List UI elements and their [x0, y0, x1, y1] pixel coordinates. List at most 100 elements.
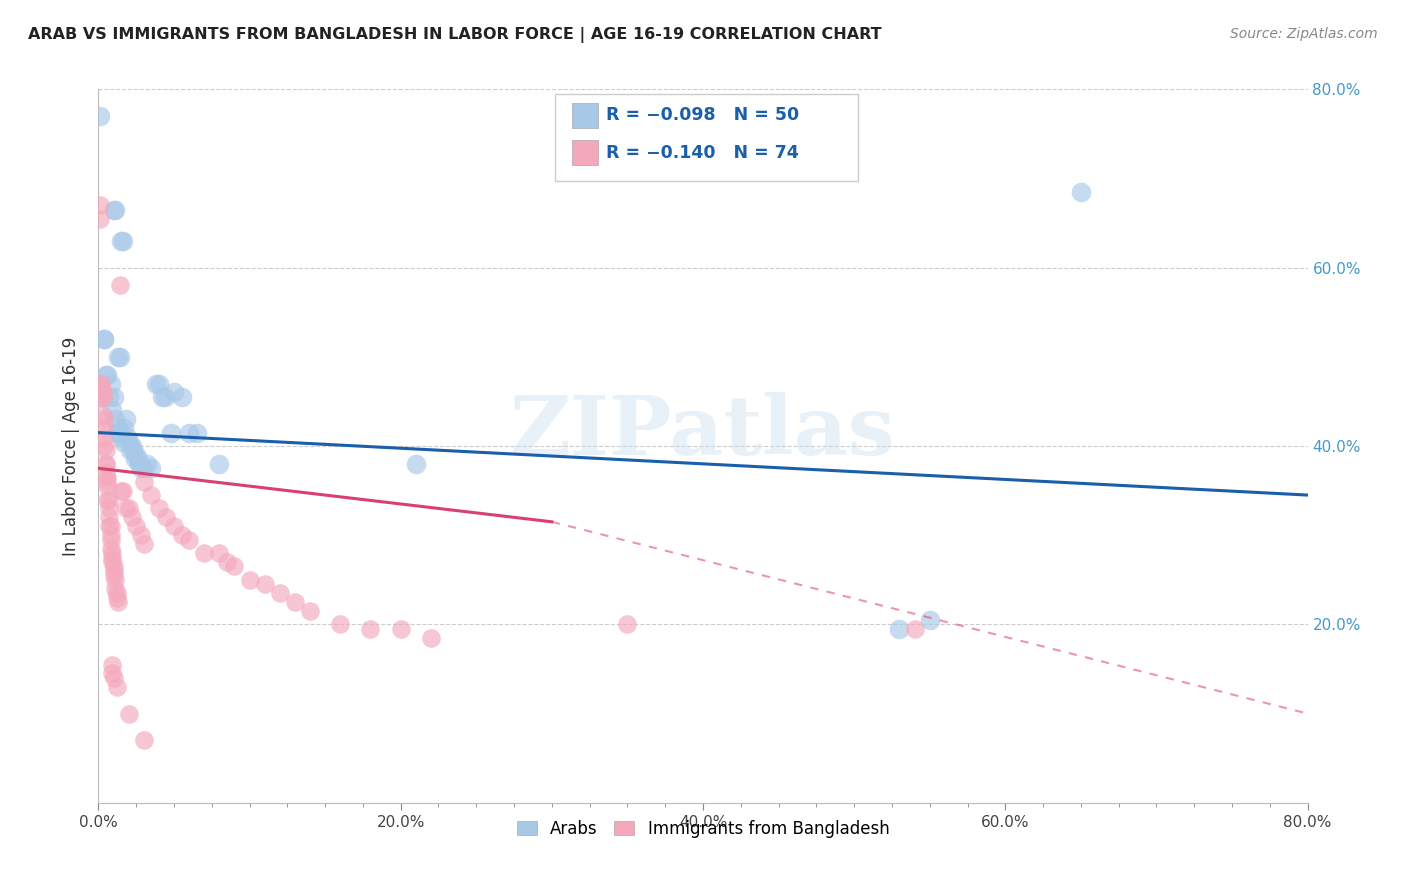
Text: Source: ZipAtlas.com: Source: ZipAtlas.com: [1230, 27, 1378, 41]
Point: [616, 617, 638, 632]
Point: [148, 501, 170, 516]
Point: [94, 466, 117, 480]
Point: [93, 332, 115, 346]
Point: [96, 475, 118, 489]
Point: [193, 546, 215, 560]
Point: [105, 586, 128, 600]
Point: [128, 457, 150, 471]
Point: [115, 430, 138, 444]
Point: [215, 555, 238, 569]
Point: [132, 537, 155, 551]
Point: [299, 604, 322, 618]
Point: [94, 457, 117, 471]
Text: R = −0.140   N = 74: R = −0.140 N = 74: [606, 144, 799, 161]
Point: [93, 430, 115, 444]
Point: [105, 425, 128, 440]
Point: [98, 519, 121, 533]
Point: [145, 376, 167, 391]
Point: [93, 421, 115, 435]
Point: [111, 434, 134, 449]
Point: [121, 510, 143, 524]
Point: [132, 461, 155, 475]
Point: [91, 385, 114, 400]
Point: [105, 680, 128, 694]
Point: [93, 412, 115, 426]
Point: [269, 586, 291, 600]
Point: [141, 488, 163, 502]
Point: [90, 390, 112, 404]
Text: R = −0.098   N = 50: R = −0.098 N = 50: [606, 106, 799, 124]
Point: [100, 541, 122, 556]
Point: [98, 492, 121, 507]
Point: [150, 390, 173, 404]
Point: [121, 439, 143, 453]
Point: [100, 528, 122, 542]
Point: [153, 390, 176, 404]
Point: [132, 733, 155, 747]
Point: [135, 457, 157, 471]
Point: [100, 533, 122, 547]
Point: [103, 559, 125, 574]
Point: [284, 595, 307, 609]
Point: [125, 519, 148, 533]
Point: [253, 577, 276, 591]
Point: [103, 671, 125, 685]
Point: [96, 470, 118, 484]
Point: [110, 234, 132, 248]
Point: [103, 564, 125, 578]
Text: ZIPatlas: ZIPatlas: [510, 392, 896, 472]
Point: [100, 376, 122, 391]
Point: [101, 657, 124, 672]
Point: [103, 390, 125, 404]
Point: [155, 510, 177, 524]
Point: [170, 528, 193, 542]
Point: [118, 501, 141, 516]
Point: [208, 546, 231, 560]
Point: [148, 376, 170, 391]
Point: [89, 109, 111, 123]
Point: [110, 430, 132, 444]
Point: [107, 421, 129, 435]
Point: [118, 434, 141, 449]
Point: [103, 202, 125, 217]
Point: [96, 368, 118, 382]
Point: [96, 479, 118, 493]
Point: [104, 582, 127, 596]
Point: [101, 546, 124, 560]
Point: [103, 568, 125, 582]
Point: [108, 425, 131, 440]
Point: [91, 408, 114, 422]
Point: [208, 457, 231, 471]
Point: [101, 550, 124, 565]
Point: [104, 573, 127, 587]
Point: [100, 519, 122, 533]
Point: [186, 425, 208, 440]
Point: [179, 533, 201, 547]
Point: [96, 492, 118, 507]
Point: [129, 528, 152, 542]
Point: [90, 376, 112, 391]
Point: [141, 461, 163, 475]
Point: [98, 501, 121, 516]
Point: [170, 390, 193, 404]
Point: [105, 591, 128, 605]
Point: [224, 559, 246, 574]
Point: [89, 211, 111, 226]
Text: ARAB VS IMMIGRANTS FROM BANGLADESH IN LABOR FORCE | AGE 16-19 CORRELATION CHART: ARAB VS IMMIGRANTS FROM BANGLADESH IN LA…: [28, 27, 882, 43]
Point: [108, 278, 131, 293]
Point: [329, 617, 352, 632]
Point: [114, 501, 136, 516]
Point: [98, 510, 121, 524]
Point: [118, 706, 141, 721]
Point: [120, 443, 142, 458]
Point: [114, 412, 136, 426]
Point: [94, 457, 117, 471]
Point: [405, 457, 427, 471]
Point: [98, 390, 121, 404]
Point: [91, 385, 114, 400]
Point: [93, 332, 115, 346]
Point: [110, 483, 132, 498]
Point: [101, 555, 124, 569]
Y-axis label: In Labor Force | Age 16-19: In Labor Force | Age 16-19: [62, 336, 80, 556]
Point: [91, 390, 114, 404]
